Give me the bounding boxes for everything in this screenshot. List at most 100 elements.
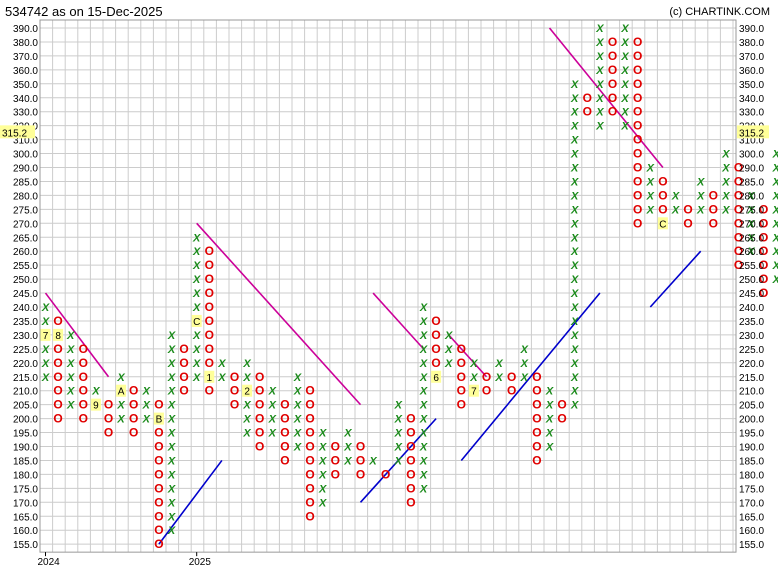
o-box: O (633, 147, 642, 161)
o-box: O (305, 398, 314, 412)
o-box: O (331, 467, 340, 481)
last-price-highlight (0, 125, 35, 139)
y-tick-label-left: 205.0 (13, 401, 38, 412)
y-tick-label-left: 170.0 (13, 498, 38, 509)
x-tick-label: 2025 (189, 557, 212, 568)
y-tick-label-right: 170.0 (739, 498, 764, 509)
x-box: X (595, 23, 604, 35)
y-tick-label-left: 330.0 (13, 108, 38, 119)
y-tick-label-left: 265.0 (13, 233, 38, 244)
o-box: O (205, 286, 214, 300)
month-marker: 9 (93, 401, 99, 412)
o-box: O (406, 481, 415, 495)
o-box: O (154, 509, 163, 523)
o-box: O (104, 398, 113, 412)
o-box: O (406, 453, 415, 467)
o-box: O (305, 426, 314, 440)
x-box: X (419, 428, 428, 440)
x-box: X (394, 414, 403, 426)
x-box: X (444, 344, 453, 356)
o-box: O (633, 174, 642, 188)
y-tick-label-right: 220.0 (739, 359, 764, 370)
x-box: X (746, 218, 755, 230)
x-box: X (41, 372, 50, 384)
o-box: O (557, 398, 566, 412)
x-box: X (721, 204, 730, 216)
x-box: X (66, 372, 75, 384)
o-box: O (583, 91, 592, 105)
x-box: X (570, 372, 579, 384)
x-box: X (620, 37, 629, 49)
y-tick-label-right: 245.0 (739, 289, 764, 300)
o-box: O (154, 467, 163, 481)
o-box: O (305, 481, 314, 495)
o-box: O (608, 91, 617, 105)
y-tick-label-left: 175.0 (13, 484, 38, 495)
y-tick-label-left: 155.0 (13, 540, 38, 551)
month-marker-bg (90, 398, 101, 411)
o-box: O (633, 77, 642, 91)
x-box: X (142, 414, 151, 426)
o-box: O (356, 453, 365, 467)
o-box: O (633, 91, 642, 105)
y-tick-label-left: 180.0 (13, 470, 38, 481)
o-box: O (179, 370, 188, 384)
o-box: O (633, 63, 642, 77)
x-box: X (570, 135, 579, 147)
x-box: X (545, 414, 554, 426)
o-box: O (255, 384, 264, 398)
x-box: X (394, 400, 403, 412)
o-box: O (406, 426, 415, 440)
o-box: O (255, 370, 264, 384)
o-box: O (532, 440, 541, 454)
o-box: O (179, 356, 188, 370)
x-box: X (620, 51, 629, 63)
x-box: X (595, 93, 604, 105)
y-tick-label-left: 230.0 (13, 331, 38, 342)
o-box: O (759, 216, 768, 230)
o-box: O (608, 49, 617, 63)
x-box: X (620, 79, 629, 91)
month-marker: 8 (55, 331, 61, 342)
o-box: O (305, 509, 314, 523)
x-box: X (620, 23, 629, 35)
o-box: O (280, 426, 289, 440)
x-box: X (192, 274, 201, 286)
y-tick-label-left: 310.0 (13, 136, 38, 147)
x-box: X (116, 414, 125, 426)
y-tick-label-right: 250.0 (739, 275, 764, 286)
x-box: X (570, 344, 579, 356)
o-box: O (734, 161, 743, 175)
y-tick-label-right: 310.0 (739, 136, 764, 147)
month-marker: 7 (43, 331, 49, 342)
o-box: O (205, 300, 214, 314)
o-box: O (154, 453, 163, 467)
x-box: X (167, 525, 176, 537)
x-box: X (772, 204, 778, 216)
x-box: X (570, 330, 579, 342)
x-box: X (192, 260, 201, 272)
x-box: X (721, 149, 730, 161)
x-box: X (167, 358, 176, 370)
x-box: X (419, 302, 428, 314)
x-box: X (620, 93, 629, 105)
o-box: O (633, 161, 642, 175)
y-tick-label-right: 280.0 (739, 191, 764, 202)
y-tick-label-left: 350.0 (13, 80, 38, 91)
month-marker-bg (191, 314, 202, 327)
resistance-trendline (448, 334, 488, 378)
o-box: O (53, 384, 62, 398)
x-box: X (570, 79, 579, 91)
x-box: X (242, 414, 251, 426)
o-box: O (683, 216, 692, 230)
x-box: X (293, 428, 302, 440)
support-trendline (359, 418, 437, 503)
x-box: X (444, 358, 453, 370)
x-box: X (772, 163, 778, 175)
x-box: X (570, 149, 579, 161)
y-tick-label-left: 210.0 (13, 387, 38, 398)
x-box: X (167, 442, 176, 454)
o-box: O (709, 188, 718, 202)
o-box: O (104, 412, 113, 426)
